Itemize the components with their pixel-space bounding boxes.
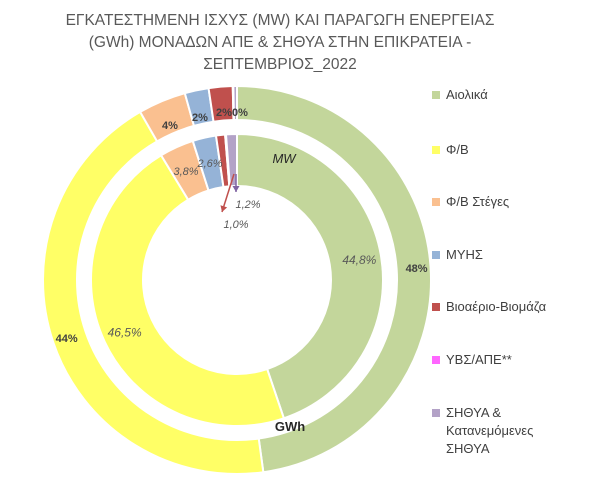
slice-inner-1 xyxy=(90,153,286,427)
legend-item: Φ/Β Στέγες xyxy=(432,193,586,211)
legend-label: Φ/Β Στέγες xyxy=(446,194,510,209)
leader-arrowhead-1 xyxy=(232,186,240,192)
legend-swatch xyxy=(432,303,440,311)
slice-outer-0 xyxy=(236,84,432,474)
legend-swatch xyxy=(432,251,440,259)
legend-item: Φ/Β xyxy=(432,141,586,159)
legend-label: Αιολικά xyxy=(446,87,488,102)
legend-swatch xyxy=(432,356,440,364)
legend-label: ΜΥΗΣ xyxy=(446,247,483,262)
legend-swatch xyxy=(432,91,440,99)
chart-title-line: ΣΕΠΤΕΜΒΡΙΟΣ_2022 xyxy=(203,56,357,73)
chart-labels: 44,8%46,5%3,8%2,6%1,0%1,2%48%44%4%2% 2% 0% xyxy=(56,107,428,345)
chart-rings xyxy=(42,84,432,475)
legend-swatch xyxy=(432,198,440,206)
legend-item: ΣΗΘΥΑ & Κατανεμόμενες ΣΗΘΥΑ xyxy=(432,404,586,458)
data-label-outer-3: 2% xyxy=(192,112,208,124)
slice-outer-1 xyxy=(42,110,265,475)
data-label-inner-1: 46,5% xyxy=(108,325,142,339)
leader-line-0 xyxy=(221,173,235,213)
leader-arrowhead-0 xyxy=(220,205,228,212)
data-label-outer-1: 44% xyxy=(56,333,78,345)
ring-name-inner: MW xyxy=(272,151,297,166)
slice-outer-6 xyxy=(232,84,238,122)
chart-title-line: ΕΓΚΑΤΕΣΤΗΜΕΝΗ ΙΣΧΥΣ (MW) ΚΑΙ ΠΑΡΑΓΩΓΗ ΕΝ… xyxy=(65,12,495,29)
legend-label: Βιοαέριο-Βιομάζα xyxy=(446,299,547,314)
chart-annotations: MW GWh xyxy=(220,151,305,434)
chart-title-line: (GWh) ΜΟΝΑΔΩΝ ΑΠΕ & ΣΗΘΥΑ ΣΤΗΝ ΕΠΙΚΡΑΤΕΙ… xyxy=(88,34,472,51)
ring-name-outer: GWh xyxy=(275,419,305,434)
data-label-inner-3: 2,6% xyxy=(196,158,222,170)
data-label-outer-6: 0% xyxy=(232,107,248,119)
legend-label: ΣΗΘΥΑ & Κατανεμόμενες ΣΗΘΥΑ xyxy=(446,405,534,456)
legend-swatch xyxy=(432,146,440,154)
chart-title: ΕΓΚΑΤΕΣΤΗΜΕΝΗ ΙΣΧΥΣ (MW) ΚΑΙ ΠΑΡΑΓΩΓΗ ΕΝ… xyxy=(20,10,540,76)
data-label-outer-0: 48% xyxy=(406,263,428,275)
legend-label: ΥΒΣ/ΑΠΕ** xyxy=(446,352,512,367)
data-label-inner-2: 3,8% xyxy=(173,166,198,178)
legend-item: Αιολικά xyxy=(432,86,586,104)
data-label-inner-6: 1,2% xyxy=(235,199,260,211)
slice-inner-0 xyxy=(236,132,384,420)
legend-item: Βιοαέριο-Βιομάζα xyxy=(432,298,586,316)
data-label-inner-0: 44,8% xyxy=(342,253,376,267)
data-label-outer-2: 4% xyxy=(162,120,178,132)
legend-item: ΥΒΣ/ΑΠΕ** xyxy=(432,351,586,369)
data-label-outer-4: 2% xyxy=(216,107,232,119)
legend-swatch xyxy=(432,409,440,417)
data-label-inner-4: 1,0% xyxy=(223,219,248,231)
legend-label: Φ/Β xyxy=(446,142,469,157)
legend-item: ΜΥΗΣ xyxy=(432,246,586,264)
